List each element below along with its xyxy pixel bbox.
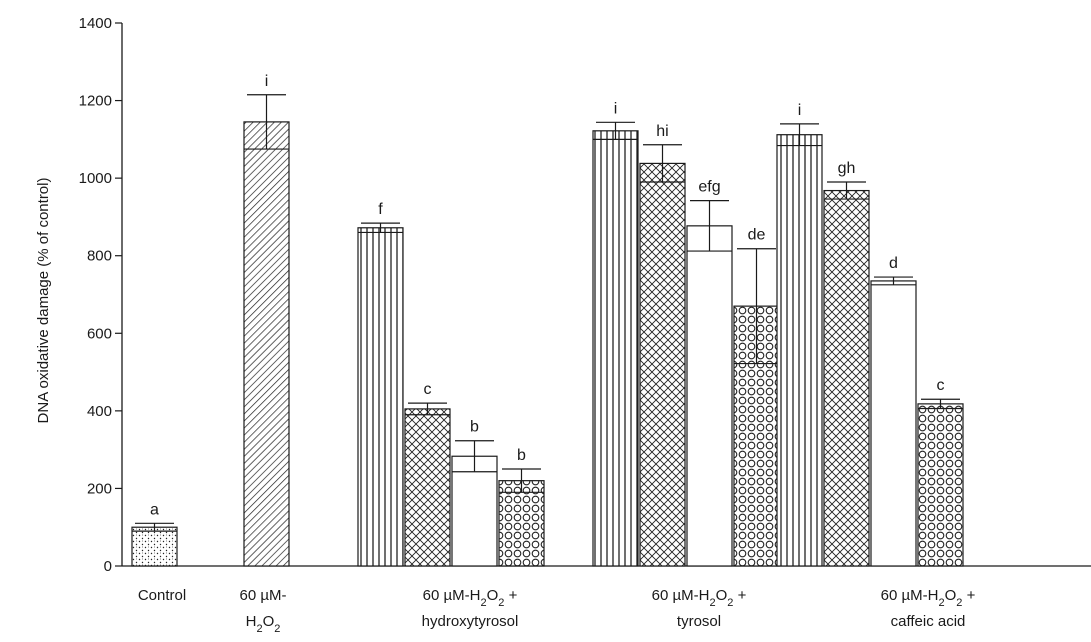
- bar: [357, 227, 404, 567]
- significance-letter: gh: [838, 160, 856, 177]
- y-tick-label: 200: [87, 480, 112, 497]
- y-tick-label: 0: [104, 558, 112, 575]
- significance-letter: i: [614, 100, 618, 117]
- significance-letter: i: [265, 73, 269, 90]
- group-label: 60 µM-H2O2 +: [652, 587, 747, 609]
- bar: [686, 225, 733, 567]
- bar: [592, 130, 639, 567]
- group-label: caffeic acid: [891, 613, 966, 630]
- significance-letter: b: [470, 419, 479, 436]
- y-axis-title: DNA oxidative damage (% of control): [35, 178, 52, 424]
- bar: [639, 162, 686, 567]
- y-tick-label: 400: [87, 403, 112, 420]
- group-label: tyrosol: [677, 613, 721, 630]
- y-tick-label: 800: [87, 248, 112, 265]
- bar: [776, 134, 823, 567]
- significance-letter: a: [150, 501, 159, 518]
- bar: [870, 280, 917, 567]
- group-label: H2O2: [246, 613, 281, 635]
- group-label: 60 µM-H2O2 +: [423, 587, 518, 609]
- bar: [131, 526, 178, 567]
- group-label: Control: [138, 587, 186, 604]
- significance-letter: i: [798, 102, 802, 119]
- significance-letter: d: [889, 255, 898, 272]
- y-tick-label: 1400: [79, 15, 112, 32]
- significance-letter: hi: [656, 123, 668, 140]
- group-label: 60 µM-H2O2 +: [881, 587, 976, 609]
- significance-letter: b: [517, 447, 526, 464]
- bar: [243, 121, 290, 567]
- y-tick-label: 600: [87, 325, 112, 342]
- bar: [917, 403, 964, 567]
- significance-letter: c: [937, 377, 945, 394]
- bar: [498, 480, 545, 567]
- bar: [451, 455, 498, 567]
- significance-letter: f: [378, 201, 383, 218]
- group-label: hydroxytyrosol: [422, 613, 519, 630]
- plot-area: 0 200 400 600 800 1000 1200 1400 DNA oxidative d…: [35, 15, 1091, 635]
- significance-letter: de: [748, 227, 766, 244]
- y-tick-label: 1000: [79, 170, 112, 187]
- significance-letter: c: [424, 381, 432, 398]
- bar: [823, 189, 870, 567]
- y-tick-label: 1200: [79, 93, 112, 110]
- bar: [404, 408, 451, 567]
- group-label: 60 µM-: [240, 587, 287, 604]
- significance-letter: efg: [698, 179, 720, 196]
